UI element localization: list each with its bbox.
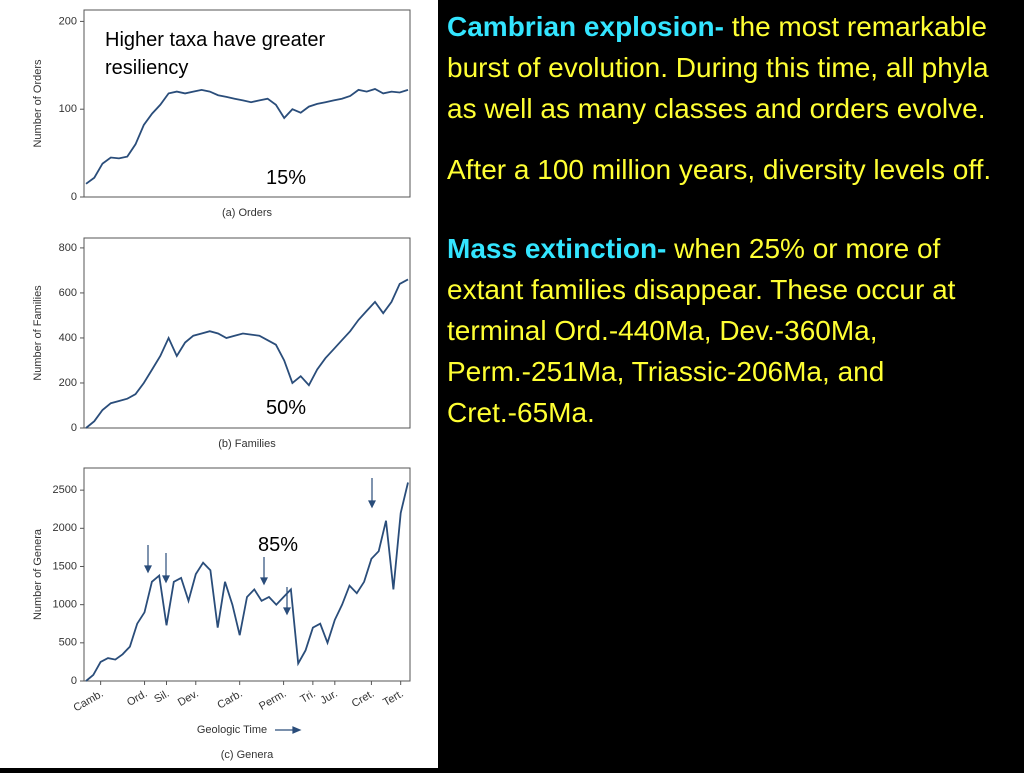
annotation: 15%	[266, 167, 307, 189]
arrow-head	[144, 565, 152, 574]
paragraph-body: the most remarkable burst of evolution. …	[447, 11, 997, 124]
y-tick-label: 1000	[53, 599, 77, 611]
annotation: 85%	[258, 534, 299, 556]
plot-frame	[83, 9, 411, 198]
arrow-head	[260, 577, 268, 586]
x-tick-label: Sil.	[152, 688, 171, 706]
x-tick-label: Tri.	[298, 688, 317, 706]
y-tick-label: 2500	[53, 484, 77, 496]
text-column: Cambrian explosion- the most remarkable …	[447, 6, 1017, 453]
annotation: Higher taxa have greater resiliency	[105, 29, 326, 79]
paragraph-body: when 25% or more of extant families disa…	[447, 233, 964, 428]
x-tick-label: Carb.	[215, 688, 244, 712]
x-tick-label: Dev.	[176, 688, 201, 709]
x-tick-label: Cret.	[350, 688, 377, 710]
y-tick-label: 800	[59, 242, 77, 254]
data-line	[85, 278, 409, 429]
arrow-head	[162, 575, 170, 584]
plot-frame	[83, 467, 411, 682]
y-axis-label: Number of Genera	[32, 528, 44, 620]
x-tick-label: Perm.	[257, 688, 288, 713]
chart-caption: (a) Orders	[222, 207, 273, 219]
annotation: 50%	[266, 397, 307, 419]
paragraph-body: After a 100 million years, diversity lev…	[447, 154, 992, 185]
chart-caption: (b) Families	[218, 438, 276, 450]
y-tick-label: 0	[71, 191, 77, 203]
x-tick-label: Jur.	[318, 688, 339, 707]
paragraph: After a 100 million years, diversity lev…	[447, 149, 1017, 190]
arrow-head	[292, 726, 302, 734]
paragraph: Cambrian explosion- the most remarkable …	[447, 6, 1017, 129]
y-tick-label: 400	[59, 332, 77, 344]
x-tick-label: Tert.	[381, 688, 406, 709]
y-tick-label: 0	[71, 422, 77, 434]
y-tick-label: 0	[71, 675, 77, 687]
data-line	[85, 482, 409, 682]
y-tick-label: 100	[59, 103, 77, 115]
x-axis-label: Geologic Time	[197, 724, 267, 736]
figure-panel: 0 100 200 Number of Orders (a) Orders 0 200 400…	[0, 0, 438, 768]
paragraph: Mass extinction- when 25% or more of ext…	[447, 228, 1017, 433]
paragraph-heading: Mass extinction-	[447, 233, 667, 264]
x-tick-label: Ord.	[125, 688, 150, 709]
y-tick-label: 2000	[53, 522, 77, 534]
arrow-head	[368, 500, 376, 509]
x-tick-label: Camb.	[72, 688, 106, 715]
arrows	[144, 478, 376, 734]
paragraph-heading: Cambrian explosion-	[447, 11, 724, 42]
y-tick-label: 500	[59, 637, 77, 649]
y-tick-label: 600	[59, 287, 77, 299]
y-axis-label: Number of Orders	[32, 59, 44, 148]
y-axis-label: Number of Families	[32, 285, 44, 381]
chart-caption: (c) Genera	[221, 749, 274, 761]
arrow-head	[283, 607, 291, 616]
y-tick-label: 200	[59, 377, 77, 389]
plot-frame	[83, 237, 411, 429]
y-tick-label: 200	[59, 15, 77, 27]
y-tick-label: 1500	[53, 560, 77, 572]
charts: 0 100 200 Number of Orders (a) Orders 0 200 400…	[32, 9, 411, 761]
data-line	[85, 88, 409, 185]
